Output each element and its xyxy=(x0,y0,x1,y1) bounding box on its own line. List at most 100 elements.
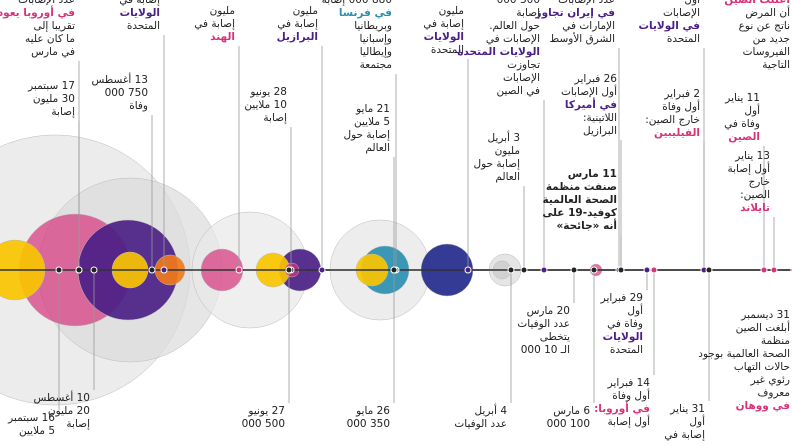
event-line: إصابة xyxy=(516,7,540,19)
event-line: تايلاند xyxy=(740,202,770,214)
event-line: الفيليبين xyxy=(654,127,700,139)
event-dot xyxy=(507,266,515,274)
event-note: 28 يونيو 10 ملايين إصابة xyxy=(244,86,287,125)
event-line: الصحة العالمية بوجود xyxy=(698,348,790,360)
event-note: مليون إصابة في البرازيل xyxy=(277,5,318,44)
event-note: 11 يناير أول وفاة في الصين xyxy=(724,92,760,144)
event-line: 20 مليون xyxy=(47,405,90,417)
event-line: الولايات المتحدة xyxy=(457,46,540,58)
event-line: 29 فبراير xyxy=(600,292,643,304)
event-line: المتحدة xyxy=(430,44,464,56)
event-line: 14 فبراير xyxy=(607,377,650,389)
event-dot xyxy=(390,266,398,274)
event-line: إصابة في xyxy=(119,0,160,6)
event-line: إصابة في xyxy=(423,18,464,30)
event-line: الولايات xyxy=(602,331,643,343)
event-line: الإصابات في xyxy=(485,33,540,45)
event-line: 26 فبراير xyxy=(574,73,617,85)
event-note: مليون إصابة في الولايات المتحدة xyxy=(423,5,464,57)
event-note: 13 أغسطس 750 000 وفاة xyxy=(92,74,149,113)
event-line: في أوروبا يعود xyxy=(0,7,75,19)
event-line: في الولايات xyxy=(638,20,700,32)
event-line: حول العالم. xyxy=(489,20,540,32)
event-note: 10 أغسطس 20 مليون إصابة xyxy=(34,392,91,431)
event-line: وفاة xyxy=(129,100,148,112)
event-note: 31 يناير أول إصابة في xyxy=(664,403,705,442)
event-line: مليون xyxy=(494,145,520,157)
event-line: أنه «جائحة» xyxy=(556,220,617,232)
event-line: 300 000 xyxy=(496,0,540,6)
event-line: 13 يناير xyxy=(735,150,770,162)
event-note: 26 مايو 350 000 xyxy=(347,405,390,431)
event-line: عدد الإصابات xyxy=(18,0,75,6)
event-line: 11 مارس xyxy=(567,168,617,180)
event-note: 26 فبراير أول الإصابات في أميركا اللاتينية:… xyxy=(561,73,617,138)
event-line: 880 000 إصابة xyxy=(321,0,392,6)
event-line: 5 ملايين xyxy=(19,425,55,437)
event-line: عدد الوفيات xyxy=(454,418,507,430)
event-line: 20 مارس xyxy=(526,305,570,317)
event-line: حالات التهاب xyxy=(733,361,790,373)
event-line: 5 ملايين xyxy=(354,116,390,128)
event-note: 11 مارس صنفت منظمة الصحة العالمية كوفيد-19 … xyxy=(542,168,617,233)
event-line: 2 فبراير xyxy=(664,88,700,100)
event-dot xyxy=(770,266,778,274)
event-line: أبلغت الصين xyxy=(735,322,790,334)
event-line: المتحدة xyxy=(609,344,643,356)
event-note: إصابة في الولايات المتحدة xyxy=(119,0,160,33)
event-note: عدد الإصابات في أوروبا يعود تقريبا إلى ما ك… xyxy=(0,0,75,59)
event-line: وبريطانيا xyxy=(354,20,392,32)
event-line: 4 أبريل xyxy=(474,405,507,417)
event-line: ما كان عليه xyxy=(25,33,75,45)
event-line: الصين xyxy=(728,131,760,143)
event-line: الصين: xyxy=(740,189,770,201)
event-line: إصابة حول xyxy=(343,129,390,141)
event-line: 350 000 xyxy=(346,418,390,430)
event-line: كوفيد-19 على xyxy=(542,207,617,219)
event-line: إصابة xyxy=(51,106,75,118)
event-dot xyxy=(760,266,768,274)
event-line: جديد من xyxy=(752,33,790,45)
event-line: الولايات xyxy=(119,7,160,19)
event-note: 4 أبريل عدد الوفيات xyxy=(454,405,507,431)
event-line: أعلنت الصين xyxy=(724,0,790,6)
event-line: في فرنسا xyxy=(338,7,392,19)
event-line: 11 يناير xyxy=(725,92,760,104)
event-line: وإسبانيا xyxy=(359,33,392,45)
event-dot xyxy=(540,266,548,274)
event-line: 10 أغسطس xyxy=(33,392,91,404)
event-line: البرازيل xyxy=(583,125,617,137)
event-line: الإمارات في xyxy=(562,20,615,32)
event-line: إصابة xyxy=(263,112,287,124)
event-note: أعلنت الصين أن المرض ناتج عن نوع جديد من الف… xyxy=(724,0,790,72)
event-note: 29 فبراير أول وفاة في الولايات المتحدة xyxy=(601,292,643,357)
event-dot xyxy=(650,266,658,274)
event-line: تجاوزت xyxy=(507,59,540,71)
event-line: عدد الوفيات xyxy=(517,318,570,330)
event-line: عدد الإصابات xyxy=(558,0,615,6)
event-line: في إيران تجاوز xyxy=(535,7,615,19)
event-line: الولايات xyxy=(423,31,464,43)
event-dot xyxy=(148,266,156,274)
event-line: الهند xyxy=(210,31,235,43)
event-line: 27 يونيو xyxy=(248,405,285,417)
event-line: الإصابات xyxy=(502,72,540,84)
event-note: أول الإصابات في الولايات المتحدة xyxy=(638,0,700,46)
event-dot xyxy=(643,266,651,274)
event-line: معروف xyxy=(757,387,790,399)
event-note: 31 ديسمبر أبلغت الصين منظمة الصحة العالمية … xyxy=(698,309,790,413)
event-line: 26 مايو xyxy=(356,405,390,417)
event-line: العالم xyxy=(495,171,520,183)
event-line: المتحدة xyxy=(666,33,700,45)
event-line: 10 ملايين xyxy=(244,99,287,111)
event-line: أول xyxy=(627,305,643,317)
event-line: الصحة العالمية xyxy=(542,194,617,206)
event-line: مليون xyxy=(292,5,318,17)
event-dot xyxy=(160,266,168,274)
event-line: في أوروبا: xyxy=(594,403,650,415)
event-line: 750 000 xyxy=(104,87,148,99)
event-dot xyxy=(75,266,83,274)
event-line: خارج xyxy=(748,176,770,188)
event-line: في أميركا xyxy=(564,99,617,111)
event-line: أول الإصابات xyxy=(561,86,617,98)
